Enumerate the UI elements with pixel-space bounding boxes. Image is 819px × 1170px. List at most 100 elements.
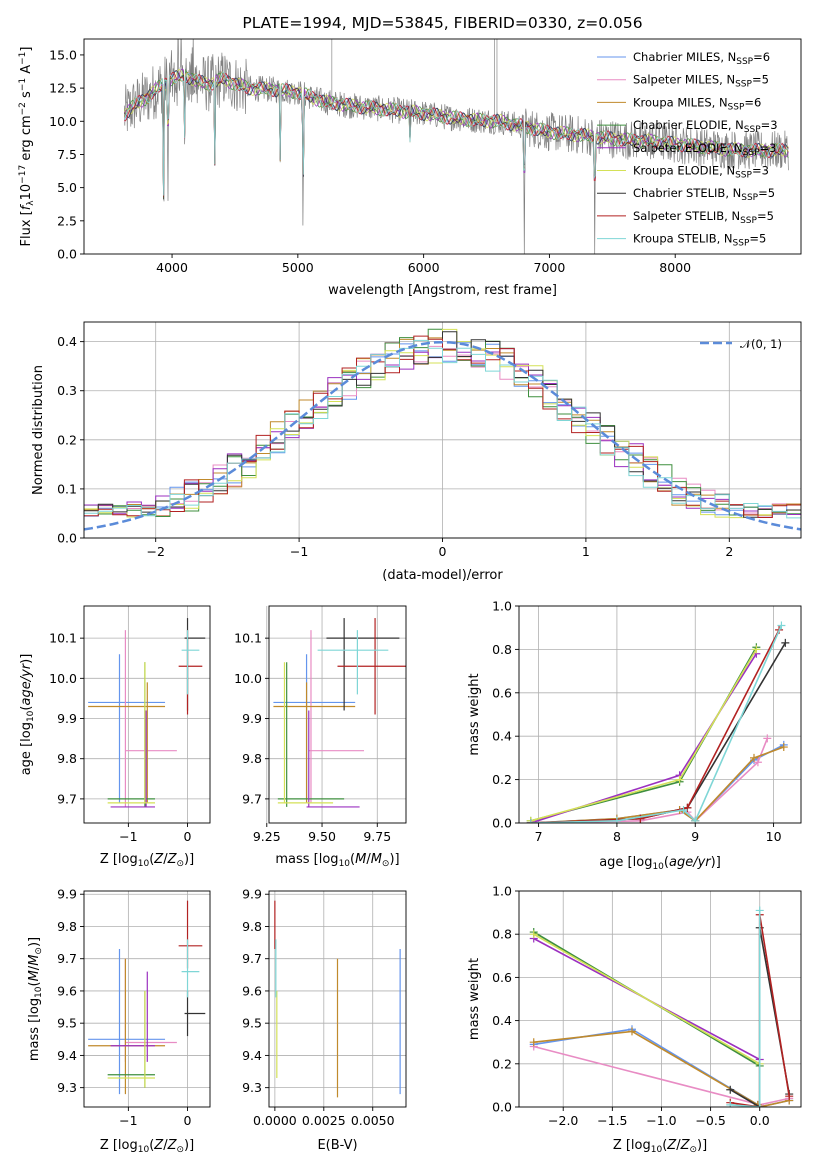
- y-tick-label: 0.0: [492, 1100, 512, 1115]
- plot-area: [526, 621, 790, 823]
- y-tick-label: 0.0: [492, 816, 512, 831]
- x-axis-label: (data-model)/error: [382, 568, 503, 583]
- legend-entry: Salpeter STELIB, NSSP=5: [633, 209, 774, 226]
- label-fragment: )]: [184, 1138, 194, 1153]
- data-point-marker: [779, 743, 788, 752]
- y-tick-label: 0.0: [57, 247, 77, 262]
- x-axis-label: Z [log10(Z/Z⊙)]: [100, 1138, 194, 1155]
- label-fragment: )]: [389, 852, 399, 867]
- y-tick-label: 0.8: [492, 642, 512, 657]
- x-tick-label: 10: [766, 829, 782, 844]
- y-tick-label: 10.0: [49, 114, 77, 129]
- label-fragment: Flux [: [19, 210, 34, 246]
- y-tick-label: 9.3: [242, 1080, 262, 1095]
- y-axis-label: mass [log10(M/M⊙)]: [27, 937, 44, 1061]
- label-fragment: (: [149, 1138, 154, 1153]
- label-fragment: (: [350, 852, 355, 867]
- model-spectrum-line: [124, 68, 789, 198]
- data-point-marker: [785, 1092, 794, 1101]
- y-tick-label: 9.9: [57, 887, 77, 902]
- y-tick-label: 0.6: [492, 685, 512, 700]
- label-fragment: /: [163, 852, 168, 867]
- label-fragment: Z: [680, 1138, 691, 1153]
- residual-histogram: [84, 339, 801, 519]
- label-fragment: Z [log: [100, 1138, 138, 1153]
- plot-area: [88, 900, 206, 1095]
- label-fragment: =3: [760, 141, 777, 155]
- y-tick-label: 9.5: [57, 1016, 77, 1031]
- label-fragment: M: [27, 955, 42, 966]
- data-point-marker: [691, 816, 700, 823]
- x-axis-label: Z [log10(Z/Z⊙)]: [613, 1138, 707, 1155]
- y-tick-label: 9.9: [242, 711, 262, 726]
- label-fragment: SSP: [741, 193, 758, 203]
- axes-frame: [268, 890, 407, 1108]
- label-fragment: SSP: [740, 216, 757, 226]
- y-axis-label: Flux [fλ10−17 erg cm−2 s−1 A−1]: [18, 47, 36, 247]
- x-tick-label: 1: [582, 544, 590, 559]
- y-tick-label: 15.0: [49, 47, 77, 62]
- x-axis-label: mass [log10(M/M⊙)]: [275, 852, 399, 869]
- label-fragment: age/yr: [19, 662, 34, 705]
- data-point-marker: [636, 814, 645, 823]
- legend-entry: 𝒩(0, 1): [740, 337, 782, 351]
- y-tick-label: 9.7: [57, 791, 77, 806]
- label-fragment: Z: [153, 852, 164, 867]
- x-tick-label: 8000: [659, 260, 691, 275]
- model-spectrum-line: [124, 70, 789, 200]
- y-tick-label: 10.0: [49, 671, 77, 686]
- label-fragment: (0, 1): [751, 337, 782, 351]
- plot-area: [84, 328, 801, 531]
- label-fragment: erg cm: [19, 115, 34, 164]
- label-fragment: Salpeter ELODIE, N: [633, 141, 743, 155]
- label-fragment: ⊙: [176, 1145, 184, 1155]
- y-tick-label: 9.5: [242, 1016, 262, 1031]
- x-tick-label: 7: [535, 829, 543, 844]
- data-point-marker: [675, 775, 684, 784]
- label-fragment: 𝒩: [740, 337, 754, 351]
- chart-title: PLATE=1994, MJD=53845, FIBERID=0330, z=0…: [242, 14, 642, 32]
- y-tick-label: 0.3: [57, 383, 77, 398]
- axes-frame: [83, 38, 802, 255]
- label-fragment: SSP: [736, 57, 753, 67]
- x-tick-label: 0: [439, 544, 447, 559]
- plot-area: [274, 900, 401, 1098]
- label-fragment: M: [371, 852, 382, 867]
- legend-entry: Chabrier ELODIE, NSSP=3: [633, 118, 778, 135]
- x-tick-label: 4000: [156, 260, 188, 275]
- x-tick-label: −1: [119, 829, 137, 844]
- label-fragment: λ: [26, 200, 36, 206]
- label-fragment: Z: [167, 852, 178, 867]
- legend-entry: Kroupa MILES, NSSP=6: [633, 95, 761, 112]
- y-tick-label: 0.6: [492, 970, 512, 985]
- y-tick-label: 0.2: [57, 432, 77, 447]
- x-axis-label: E(B-V): [317, 1138, 357, 1153]
- label-fragment: =3: [761, 118, 778, 132]
- y-tick-label: 9.6: [242, 983, 262, 998]
- y-tick-label: 0.4: [492, 729, 512, 744]
- y-tick-label: 0.4: [492, 1013, 512, 1028]
- data-point-marker: [763, 734, 772, 743]
- x-tick-label: 5000: [282, 260, 314, 275]
- x-axis-label: age [log10(age/yr)]: [599, 855, 721, 872]
- x-tick-label: 0: [184, 1113, 192, 1128]
- label-fragment: Kroupa ELODIE, N: [633, 164, 735, 178]
- model-spectrum-line: [124, 72, 789, 197]
- data-point-marker: [679, 805, 688, 814]
- label-fragment: s: [19, 91, 34, 102]
- label-fragment: 10: [652, 862, 664, 872]
- y-axis-label: Normed distribution: [31, 365, 46, 495]
- label-fragment: 10: [19, 184, 34, 201]
- y-tick-label: 0.1: [57, 481, 77, 496]
- y-axis-label: age [log10(age/yr)]: [19, 654, 36, 776]
- label-fragment: 10: [34, 986, 44, 998]
- label-fragment: )]: [711, 855, 721, 870]
- y-tick-label: 9.4: [242, 1048, 262, 1063]
- y-tick-label: 9.7: [242, 791, 262, 806]
- y-tick-label: 9.8: [57, 919, 77, 934]
- data-point-marker: [755, 906, 764, 915]
- x-axis-label: wavelength [Angstrom, rest frame]: [328, 283, 557, 298]
- y-axis-label: mass weight: [467, 673, 482, 755]
